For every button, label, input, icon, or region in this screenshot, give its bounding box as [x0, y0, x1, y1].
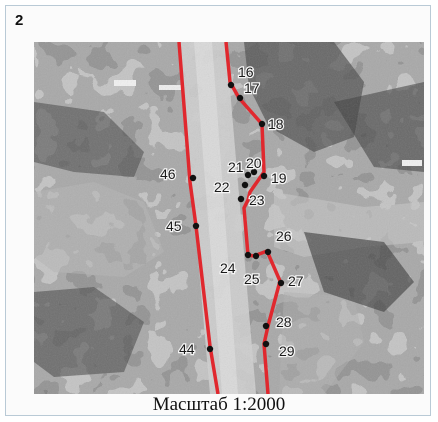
survey-point-44 — [206, 345, 214, 353]
survey-point-label-28: 28 — [276, 314, 292, 330]
survey-point-17 — [236, 94, 244, 102]
survey-point-label-22: 22 — [214, 179, 230, 195]
aerial-map: 16 17 18 19 20 21 22 23 24 25 26 27 28 29 44 45 46 — [34, 42, 424, 394]
survey-point-label-27: 27 — [288, 273, 304, 289]
survey-point-label-26: 26 — [276, 228, 292, 244]
survey-point-22 — [241, 181, 249, 189]
panel-number: 2 — [15, 12, 24, 29]
survey-point-21 — [244, 171, 252, 179]
survey-point-label-16: 16 — [238, 64, 254, 80]
survey-point-20 — [250, 168, 258, 176]
survey-point-29 — [262, 340, 270, 348]
survey-point-18 — [258, 120, 266, 128]
survey-point-label-18: 18 — [268, 116, 284, 132]
survey-point-label-45: 45 — [166, 218, 182, 234]
survey-point-24 — [244, 251, 252, 259]
survey-point-27 — [277, 279, 285, 287]
survey-point-16 — [227, 81, 235, 89]
survey-point-45 — [192, 222, 200, 230]
survey-point-label-44: 44 — [179, 341, 195, 357]
survey-point-label-25: 25 — [244, 271, 260, 287]
survey-point-label-46: 46 — [160, 166, 176, 182]
survey-point-label-19: 19 — [271, 170, 287, 186]
survey-point-25 — [252, 252, 260, 260]
scale-caption: Масштаб 1:2000 — [152, 394, 286, 415]
survey-point-28 — [262, 322, 270, 330]
survey-point-26 — [264, 248, 272, 256]
survey-point-46 — [189, 174, 197, 182]
survey-point-label-29: 29 — [279, 343, 295, 359]
survey-point-label-21: 21 — [228, 159, 244, 175]
survey-point-19 — [260, 172, 268, 180]
photo-grain — [34, 42, 424, 394]
survey-point-label-17: 17 — [244, 80, 260, 96]
figure-frame: 2 — [5, 5, 431, 416]
survey-point-label-20: 20 — [246, 155, 262, 171]
survey-point-label-24: 24 — [220, 260, 236, 276]
survey-point-label-23: 23 — [249, 192, 265, 208]
survey-point-23 — [237, 195, 245, 203]
right-boundary-line — [224, 42, 282, 394]
